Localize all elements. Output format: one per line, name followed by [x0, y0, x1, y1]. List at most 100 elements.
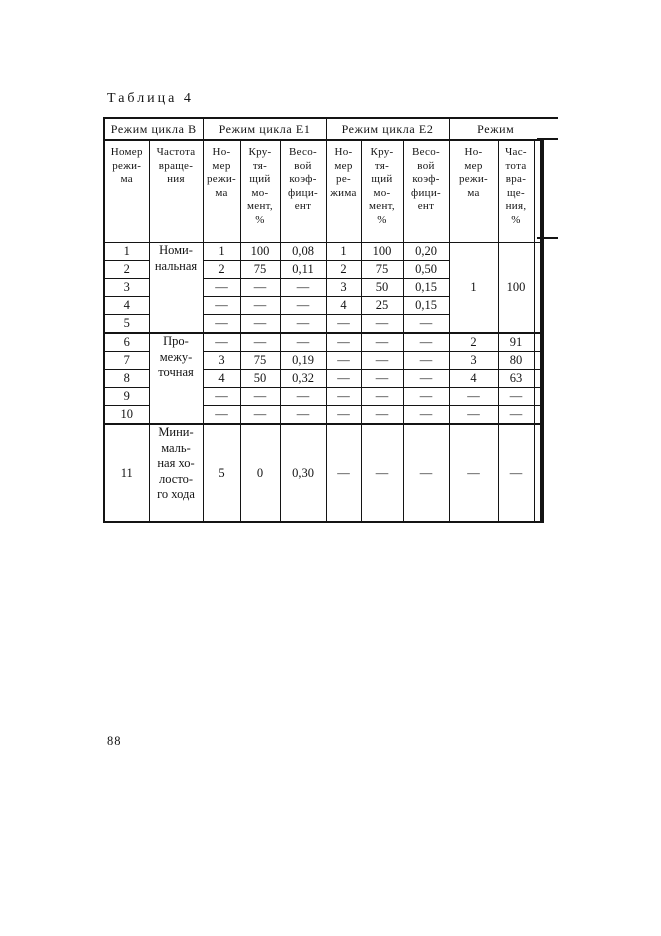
table-cell: 5: [103, 314, 150, 334]
table-cell: —: [202, 405, 241, 425]
table-cell: —: [402, 351, 450, 370]
table-cell: 4: [103, 296, 150, 315]
table-row: 6 Про- межу- точная — — — — — —2 91: [103, 332, 544, 425]
table-cell: [533, 405, 544, 425]
table-cell: —: [325, 369, 362, 388]
table-cell: [533, 242, 544, 334]
table-cell: 2: [103, 260, 150, 279]
column-header-cell: Весо- вой коэф- фици- ент: [402, 139, 450, 243]
table-cell: 2: [202, 260, 241, 279]
table-cell: —: [402, 387, 450, 406]
table-cell: —: [239, 332, 281, 352]
table-cell: 0,20: [402, 242, 450, 261]
table-cell: 1: [103, 242, 150, 261]
table-cell: 1: [202, 242, 241, 261]
table-cell: —: [325, 405, 362, 425]
table-cell: 3: [202, 351, 241, 370]
table-edge-line: [537, 138, 558, 140]
table-row: 5— — — — — —: [103, 314, 542, 334]
column-header-cell: Кру- тя- щий мо- мент, %: [360, 139, 404, 243]
table-cell: 25: [360, 296, 404, 315]
table-edge-line: [537, 117, 558, 119]
table-cell: —: [497, 387, 535, 406]
table-cell: 0,32: [279, 369, 327, 388]
table-cell: 4: [325, 296, 362, 315]
table-cell: —: [239, 314, 281, 334]
table-cell: [533, 369, 544, 388]
table-cell: —: [448, 387, 499, 406]
column-header-cell: [533, 139, 544, 243]
table-cell: —: [279, 278, 327, 297]
table-title: Таблица 4: [107, 91, 194, 106]
table-cell: 0: [239, 423, 281, 523]
table-cell: 0,19: [279, 351, 327, 370]
table-cell: —: [360, 387, 404, 406]
column-header-cell: Кру- тя- щий мо- мент, %: [239, 139, 281, 243]
table-cell: —: [325, 387, 362, 406]
table-cell: 6: [103, 332, 150, 352]
table-cell: 5: [202, 423, 241, 523]
table-cell: —: [402, 332, 450, 352]
table-cell: 100: [497, 242, 535, 334]
column-header-cell: Но- мер режи- ма: [448, 139, 499, 243]
group-header-cell: Режим цикла Е1: [202, 117, 327, 141]
table-cell: 9: [103, 387, 150, 406]
page-number: 88: [107, 734, 122, 748]
group-header-cell: Режим цикла В: [103, 117, 204, 141]
table-cell: 63: [497, 369, 535, 388]
table-cell: 10: [103, 405, 150, 425]
table-cell: —: [448, 405, 499, 425]
table-cell: —: [360, 332, 404, 352]
table-cell: 3: [325, 278, 362, 297]
table-cell: [533, 351, 544, 370]
column-header-cell: Номер режи- ма: [103, 139, 150, 243]
table-cell: —: [202, 387, 241, 406]
table-cell: 3: [103, 278, 150, 297]
table-cell: 2: [325, 260, 362, 279]
table-cell: [533, 423, 544, 523]
table-cell: 2: [448, 332, 499, 352]
table-cell: —: [325, 351, 362, 370]
table-cell: —: [402, 405, 450, 425]
table-cell: 91: [497, 332, 535, 352]
column-header-cell: Но- мер ре- жима: [325, 139, 362, 243]
table-cell: 75: [239, 351, 281, 370]
table-cell: —: [360, 351, 404, 370]
table-cell: Мини- маль- ная хо- лосто- го хода: [148, 423, 204, 523]
table-cell: —: [325, 314, 362, 334]
table-cell: 8: [103, 369, 150, 388]
table-cell: 100: [239, 242, 281, 261]
table-row: 8 4 50 0,32— — —4 63: [103, 369, 544, 388]
table-cell: 0,50: [402, 260, 450, 279]
table-cell: 0,11: [279, 260, 327, 279]
table-cell: —: [202, 278, 241, 297]
table-cell: Номи- нальная: [148, 242, 204, 334]
table-cell: —: [402, 423, 450, 523]
table-cell: 4: [202, 369, 241, 388]
table-cell: 0,15: [402, 296, 450, 315]
table-cell: —: [325, 423, 362, 523]
table-cell: 50: [360, 278, 404, 297]
table-row: 9— — — — — — — —: [103, 387, 544, 406]
table-cell: —: [279, 332, 327, 352]
table-cell: 0,30: [279, 423, 327, 523]
table-row: 2 2 75 0,11 2 75 0,50: [103, 260, 542, 279]
table-cell: —: [402, 369, 450, 388]
table-cell: 4: [448, 369, 499, 388]
table-row: 4— — —4 25 0,15: [103, 296, 542, 315]
table-cell: —: [239, 387, 281, 406]
table-cell: 80: [497, 351, 535, 370]
table-cell: —: [497, 405, 535, 425]
group-header-cell: Режим: [448, 117, 542, 141]
table-cell: 75: [360, 260, 404, 279]
table-body: 1 Номи- нальная 1 100 0,08 1 100 0,20 1 100 2 2 75 0,…: [103, 242, 544, 523]
table-cell: 11: [103, 423, 150, 523]
table-row: 1 Номи- нальная 1 100 0,08 1 100 0,20 1 100: [103, 242, 544, 334]
table-cell: —: [325, 332, 362, 352]
table-cell: —: [279, 405, 327, 425]
table-cell: —: [239, 405, 281, 425]
column-header-cell: Частота враще- ния: [148, 139, 204, 243]
data-table: Режим цикла В Режим цикла Е1 Режим цикла Е…: [103, 117, 544, 523]
column-header-cell: Весо- вой коэф- фици- ент: [279, 139, 327, 243]
